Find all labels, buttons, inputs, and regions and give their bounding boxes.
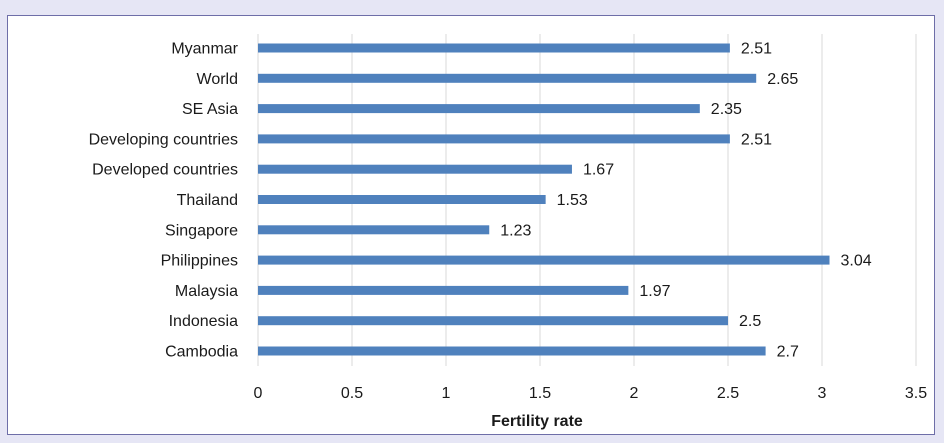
category-label: Malaysia [175, 283, 238, 300]
category-label: Cambodia [165, 344, 238, 361]
bar [258, 347, 766, 356]
data-label: 2.5 [739, 313, 761, 330]
x-tick-label: 1.5 [529, 385, 551, 402]
x-tick-label: 2.5 [717, 385, 739, 402]
bars [258, 44, 830, 356]
category-label: World [197, 71, 239, 88]
category-label: SE Asia [182, 101, 238, 118]
bar [258, 165, 572, 174]
bar [258, 44, 730, 53]
category-label: Philippines [161, 253, 238, 270]
data-label: 2.7 [777, 344, 799, 361]
category-label: Developed countries [92, 162, 238, 179]
category-label: Thailand [177, 192, 238, 209]
bar [258, 195, 546, 204]
bar [258, 286, 628, 295]
data-label: 1.23 [500, 222, 531, 239]
x-tick-labels: 0 0.5 1 1.5 2 2.5 3 3.5 [254, 385, 928, 402]
x-tick-label: 3.5 [905, 385, 927, 402]
bar [258, 316, 728, 325]
x-axis-title: Fertility rate [491, 413, 583, 430]
data-label: 2.35 [711, 101, 742, 118]
category-label: Developing countries [89, 131, 238, 148]
data-label: 1.97 [639, 283, 670, 300]
chart-frame: Myanmar World SE Asia Developing countries D… [7, 15, 935, 435]
bar [258, 74, 756, 83]
data-label: 3.04 [841, 253, 872, 270]
bar [258, 104, 700, 113]
bar [258, 134, 730, 143]
bar [258, 256, 830, 265]
data-labels: 2.51 2.65 2.35 2.51 1.67 1.53 1.23 3.04 1.97 2.5 2… [500, 41, 872, 361]
x-tick-label: 0.5 [341, 385, 363, 402]
x-tick-label: 2 [630, 385, 639, 402]
category-label: Indonesia [169, 313, 238, 330]
category-labels: Myanmar World SE Asia Developing countries D… [89, 41, 239, 361]
data-label: 2.65 [767, 71, 798, 88]
x-tick-label: 3 [818, 385, 827, 402]
x-tick-label: 1 [442, 385, 451, 402]
fertility-rate-bar-chart: Myanmar World SE Asia Developing countries D… [8, 16, 934, 434]
data-label: 2.51 [741, 131, 772, 148]
category-label: Myanmar [171, 41, 238, 58]
bar [258, 225, 489, 234]
data-label: 1.67 [583, 162, 614, 179]
category-label: Singapore [165, 222, 238, 239]
data-label: 2.51 [741, 41, 772, 58]
x-tick-label: 0 [254, 385, 263, 402]
data-label: 1.53 [557, 192, 588, 209]
